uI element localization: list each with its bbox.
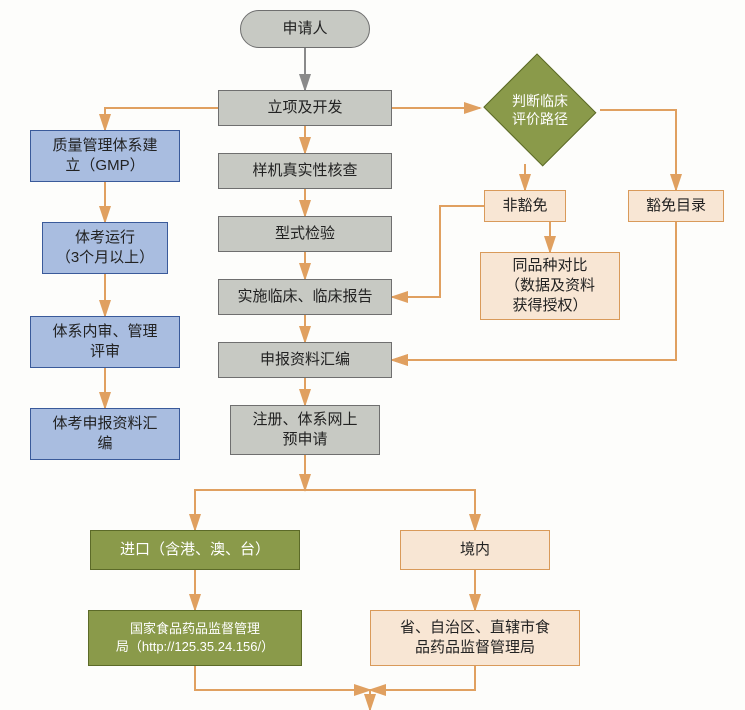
edge-nmpa-merge — [195, 666, 370, 690]
node-gmp: 质量管理体系建立（GMP） — [30, 130, 180, 182]
node-label: 判断临床评价路径 — [512, 92, 568, 128]
node-import: 进口（含港、澳、台） — [90, 530, 300, 570]
edge-not_exempt-clinical — [392, 206, 484, 297]
node-preapply: 注册、体系网上预申请 — [230, 405, 380, 455]
node-sys_compile: 体考申报资料汇编 — [30, 408, 180, 460]
edge-split-import — [195, 490, 305, 530]
node-label: 申请人 — [282, 19, 327, 39]
node-label: 豁免目录 — [646, 196, 706, 216]
node-type_test: 型式检验 — [218, 216, 392, 252]
edge-judge-exempt_list — [600, 110, 676, 190]
node-audit: 体系内审、管理评审 — [30, 316, 180, 368]
node-compile: 申报资料汇编 — [218, 342, 392, 378]
node-label: 境内 — [460, 540, 490, 560]
node-label: 国家食品药品监督管理局（http://125.35.24.156/） — [116, 620, 274, 655]
node-not_exempt: 非豁免 — [484, 190, 566, 222]
node-run: 体考运行（3个月以上） — [42, 222, 168, 274]
node-nmpa: 国家食品药品监督管理局（http://125.35.24.156/） — [88, 610, 302, 666]
node-label: 样机真实性核查 — [252, 161, 357, 181]
node-label: 立项及开发 — [267, 98, 342, 118]
node-label: 质量管理体系建立（GMP） — [52, 136, 157, 177]
node-label: 实施临床、临床报告 — [237, 287, 372, 307]
node-judge: 判断临床评价路径 — [480, 56, 600, 164]
node-label: 注册、体系网上预申请 — [252, 410, 357, 451]
edge-provincial-merge — [370, 666, 475, 690]
node-exempt_list: 豁免目录 — [628, 190, 724, 222]
node-domestic: 境内 — [400, 530, 550, 570]
node-provincial: 省、自治区、直辖市食品药品监督管理局 — [370, 610, 580, 666]
node-clinical: 实施临床、临床报告 — [218, 279, 392, 315]
node-label: 体系内审、管理评审 — [52, 322, 157, 363]
node-label: 进口（含港、澳、台） — [120, 540, 270, 560]
node-label: 非豁免 — [502, 196, 547, 216]
node-same_compare: 同品种对比（数据及资料获得授权） — [480, 252, 620, 320]
node-label: 同品种对比（数据及资料获得授权） — [505, 256, 595, 317]
node-start: 立项及开发 — [218, 90, 392, 126]
node-label: 型式检验 — [275, 224, 335, 244]
node-label: 省、自治区、直辖市食品药品监督管理局 — [400, 618, 550, 659]
edge-start-gmp — [105, 108, 218, 130]
node-applicant: 申请人 — [240, 10, 370, 48]
node-verify: 样机真实性核查 — [218, 153, 392, 189]
node-label: 体考申报资料汇编 — [52, 414, 157, 455]
node-label: 体考运行（3个月以上） — [56, 228, 154, 269]
node-label: 申报资料汇编 — [260, 350, 350, 370]
edge-split-domestic — [305, 490, 475, 530]
